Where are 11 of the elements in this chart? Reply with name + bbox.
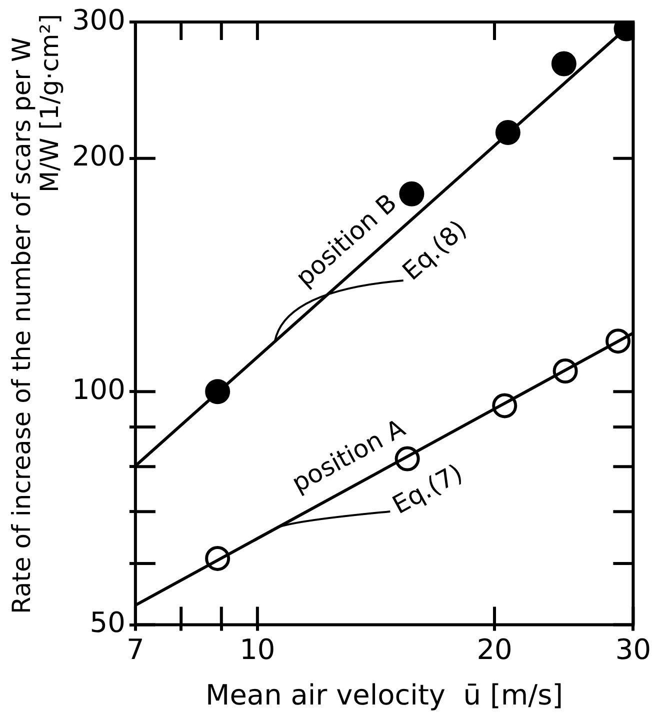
y-axis-title: Rate of increase of the number of scars per W [7,36,36,614]
x-axis-title: Mean air velocity ū [m/s] [206,678,564,712]
x-tick-label: 20 [476,632,512,666]
y-tick-label: 50 [90,606,126,640]
x-tick-label: 7 [126,632,144,666]
x-tick-label: 30 [615,632,652,666]
y-tick-label: 100 [72,372,126,406]
text: M/W [1/g·cm²] [35,14,64,192]
x-tick-label: 10 [240,632,276,666]
y-tick-label: 200 [72,140,126,173]
y-tick-label: 300 [72,3,126,36]
